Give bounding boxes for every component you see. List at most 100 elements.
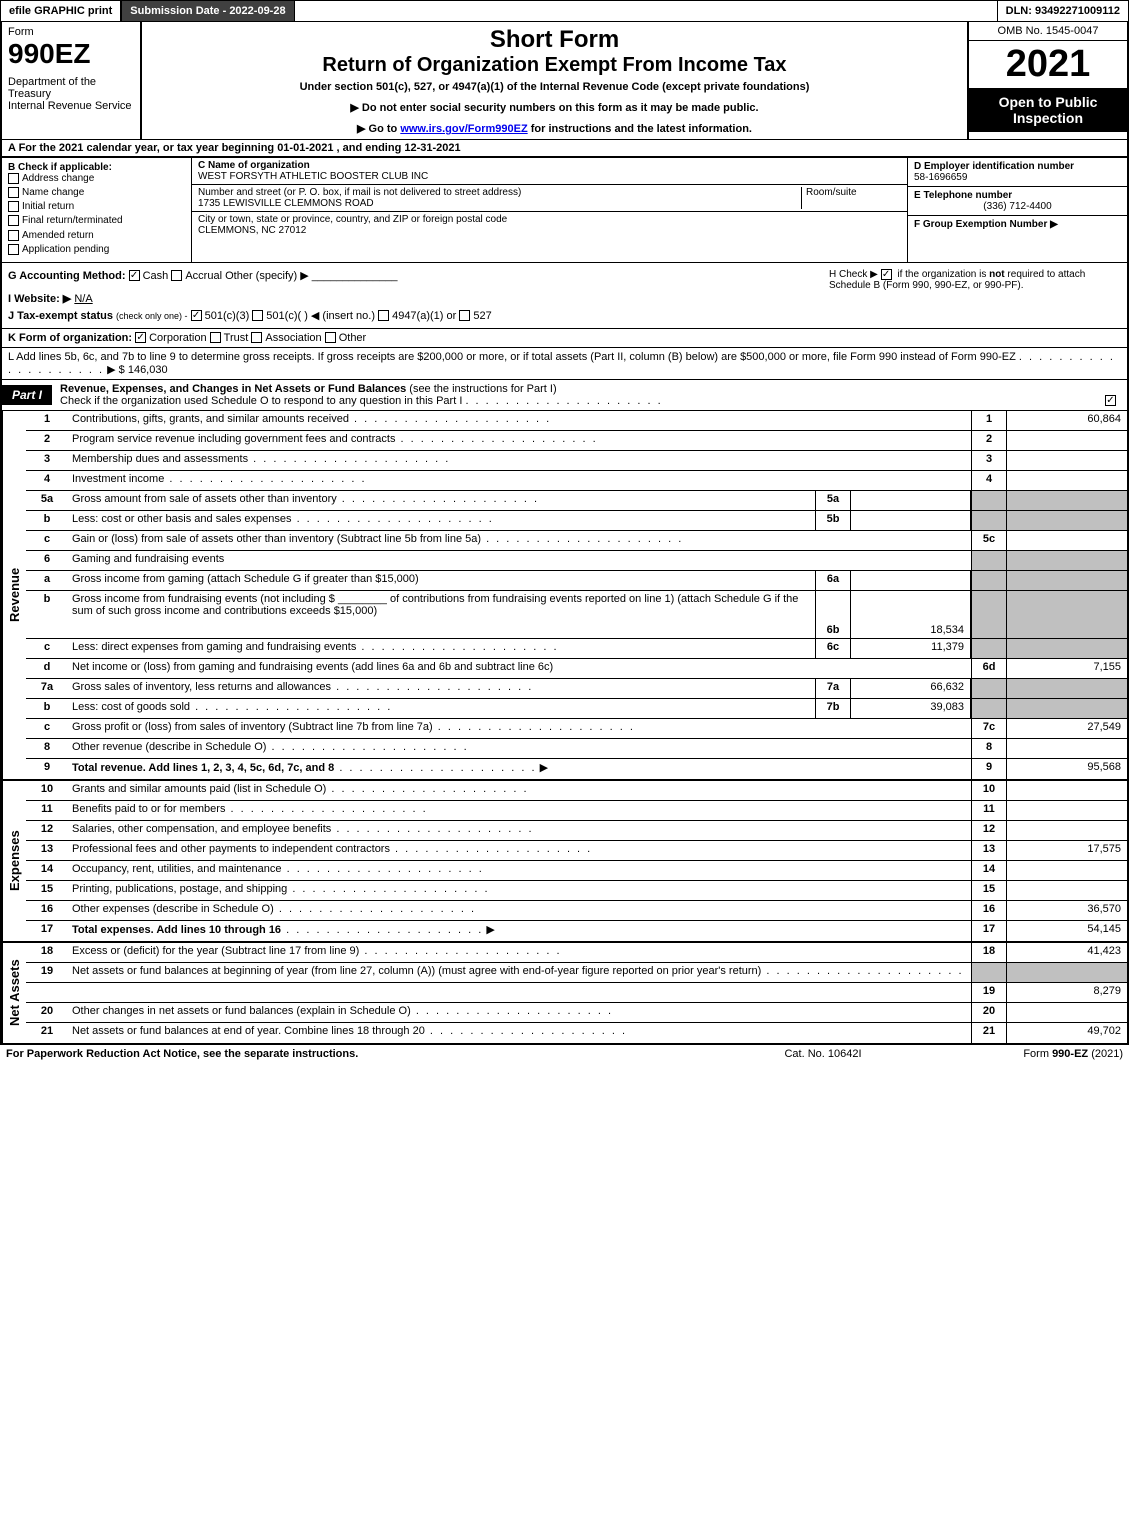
dept-label: Department of the Treasury Internal Reve… <box>8 76 134 112</box>
col-b-heading: B Check if applicable: <box>8 162 185 173</box>
line-15: 15 Printing, publications, postage, and … <box>26 881 1127 901</box>
line-7b: b Less: cost of goods sold 7b 39,083 <box>26 699 1127 719</box>
chk-527[interactable] <box>459 310 470 321</box>
form-header: Form 990EZ Department of the Treasury In… <box>0 22 1129 139</box>
line-7b-amount: 39,083 <box>851 699 971 718</box>
section-gh: G Accounting Method: ✓Cash Accrual Other… <box>0 263 1129 329</box>
line-10: 10 Grants and similar amounts paid (list… <box>26 781 1127 801</box>
chk-4947[interactable] <box>378 310 389 321</box>
top-bar: efile GRAPHIC print Submission Date - 20… <box>0 0 1129 22</box>
line-4: 4 Investment income 4 <box>26 471 1127 491</box>
line-7c-amount: 27,549 <box>1007 719 1127 738</box>
chk-association[interactable] <box>251 332 262 343</box>
line-19-amount: 8,279 <box>1007 983 1127 1002</box>
line-19-top: 19 Net assets or fund balances at beginn… <box>26 963 1127 983</box>
chk-amended-return[interactable]: Amended return <box>8 230 185 241</box>
tax-exempt-status: J Tax-exempt status (check only one) - ✓… <box>8 309 821 322</box>
line-19: 19 8,279 <box>26 983 1127 1003</box>
line-16: 16 Other expenses (describe in Schedule … <box>26 901 1127 921</box>
row-k-form-of-org: K Form of organization: ✓Corporation Tru… <box>0 329 1129 348</box>
line-18-amount: 41,423 <box>1007 943 1127 962</box>
line-21: 21 Net assets or fund balances at end of… <box>26 1023 1127 1043</box>
chk-schedule-b[interactable]: ✓ <box>881 269 892 280</box>
line-2: 2 Program service revenue including gove… <box>26 431 1127 451</box>
submission-date: Submission Date - 2022-09-28 <box>121 0 294 22</box>
line-12: 12 Salaries, other compensation, and emp… <box>26 821 1127 841</box>
org-name: WEST FORSYTH ATHLETIC BOOSTER CLUB INC <box>198 171 428 182</box>
line-17-amount: 54,145 <box>1007 921 1127 941</box>
header-right: OMB No. 1545-0047 2021 Open to Public In… <box>967 22 1127 139</box>
line-8: 8 Other revenue (describe in Schedule O)… <box>26 739 1127 759</box>
page-footer: For Paperwork Reduction Act Notice, see … <box>0 1045 1129 1063</box>
chk-name-change[interactable]: Name change <box>8 187 185 198</box>
line-5c: c Gain or (loss) from sale of assets oth… <box>26 531 1127 551</box>
line-6b: b Gross income from fundraising events (… <box>26 591 1127 639</box>
col-c-org-info: C Name of organization WEST FORSYTH ATHL… <box>192 158 907 262</box>
part-i-title: Revenue, Expenses, and Changes in Net As… <box>52 380 1127 410</box>
form-number: 990EZ <box>8 38 134 70</box>
revenue-block: Revenue 1 Contributions, gifts, grants, … <box>0 411 1129 781</box>
row-l-gross-receipts: L Add lines 5b, 6c, and 7b to line 9 to … <box>0 348 1129 380</box>
form-word: Form <box>8 26 134 38</box>
chk-final-return[interactable]: Final return/terminated <box>8 215 185 226</box>
netassets-block: Net Assets 18 Excess or (deficit) for th… <box>0 943 1129 1045</box>
phone-cell: E Telephone number (336) 712-4400 <box>908 187 1127 216</box>
line-14: 14 Occupancy, rent, utilities, and maint… <box>26 861 1127 881</box>
line-7a: 7a Gross sales of inventory, less return… <box>26 679 1127 699</box>
chk-schedule-o[interactable]: ✓ <box>1105 395 1116 406</box>
expenses-vlabel: Expenses <box>2 781 26 941</box>
expenses-block: Expenses 10 Grants and similar amounts p… <box>0 781 1129 943</box>
line-3: 3 Membership dues and assessments 3 <box>26 451 1127 471</box>
irs-link[interactable]: www.irs.gov/Form990EZ <box>400 123 527 135</box>
chk-application-pending[interactable]: Application pending <box>8 244 185 255</box>
line-11: 11 Benefits paid to or for members 11 <box>26 801 1127 821</box>
form-title: Return of Organization Exempt From Incom… <box>148 54 961 77</box>
chk-accrual[interactable] <box>171 270 182 281</box>
line-1: 1 Contributions, gifts, grants, and simi… <box>26 411 1127 431</box>
chk-501c3[interactable]: ✓ <box>191 310 202 321</box>
accounting-method: G Accounting Method: ✓Cash Accrual Other… <box>8 269 821 282</box>
line-20: 20 Other changes in net assets or fund b… <box>26 1003 1127 1023</box>
line-9: 9 Total revenue. Add lines 1, 2, 3, 4, 5… <box>26 759 1127 779</box>
section-bcdef: B Check if applicable: Address change Na… <box>0 158 1129 263</box>
chk-other-org[interactable] <box>325 332 336 343</box>
line-12-amount <box>1007 821 1127 840</box>
efile-print-button[interactable]: efile GRAPHIC print <box>0 0 121 22</box>
line-15-amount <box>1007 881 1127 900</box>
cat-no: Cat. No. 10642I <box>723 1048 923 1060</box>
group-exemption-cell: F Group Exemption Number ▶ <box>908 216 1127 233</box>
line-6b-amount: 18,534 <box>851 591 971 638</box>
public-inspection: Open to Public Inspection <box>969 88 1127 132</box>
col-b-checkboxes: B Check if applicable: Address change Na… <box>2 158 192 262</box>
short-form-title: Short Form <box>148 26 961 54</box>
street-cell: Number and street (or P. O. box, if mail… <box>192 185 907 212</box>
chk-address-change[interactable]: Address change <box>8 173 185 184</box>
line-3-amount <box>1007 451 1127 470</box>
col-g: G Accounting Method: ✓Cash Accrual Other… <box>8 269 821 322</box>
chk-cash[interactable]: ✓ <box>129 270 140 281</box>
line-9-amount: 95,568 <box>1007 759 1127 779</box>
line-7c: c Gross profit or (loss) from sales of i… <box>26 719 1127 739</box>
header-left: Form 990EZ Department of the Treasury In… <box>2 22 142 139</box>
chk-initial-return[interactable]: Initial return <box>8 201 185 212</box>
line-14-amount <box>1007 861 1127 880</box>
line-4-amount <box>1007 471 1127 490</box>
gross-receipts-amount: $ 146,030 <box>119 364 168 376</box>
org-name-cell: C Name of organization WEST FORSYTH ATHL… <box>192 158 907 185</box>
part-i-header: Part I Revenue, Expenses, and Changes in… <box>0 380 1129 411</box>
line-6d-amount: 7,155 <box>1007 659 1127 678</box>
line-1-amount: 60,864 <box>1007 411 1127 430</box>
chk-501c[interactable] <box>252 310 263 321</box>
part-i-tab: Part I <box>2 385 52 405</box>
chk-corporation[interactable]: ✓ <box>135 332 146 343</box>
line-2-amount <box>1007 431 1127 450</box>
tax-year: 2021 <box>969 41 1127 88</box>
line-6c: c Less: direct expenses from gaming and … <box>26 639 1127 659</box>
line-6a-amount <box>851 571 971 590</box>
chk-trust[interactable] <box>210 332 221 343</box>
goto-instructions: ▶ Go to www.irs.gov/Form990EZ for instru… <box>148 122 961 135</box>
line-5b: b Less: cost or other basis and sales ex… <box>26 511 1127 531</box>
line-7a-amount: 66,632 <box>851 679 971 698</box>
under-section: Under section 501(c), 527, or 4947(a)(1)… <box>148 81 961 93</box>
ein-value: 58-1696659 <box>914 172 967 183</box>
